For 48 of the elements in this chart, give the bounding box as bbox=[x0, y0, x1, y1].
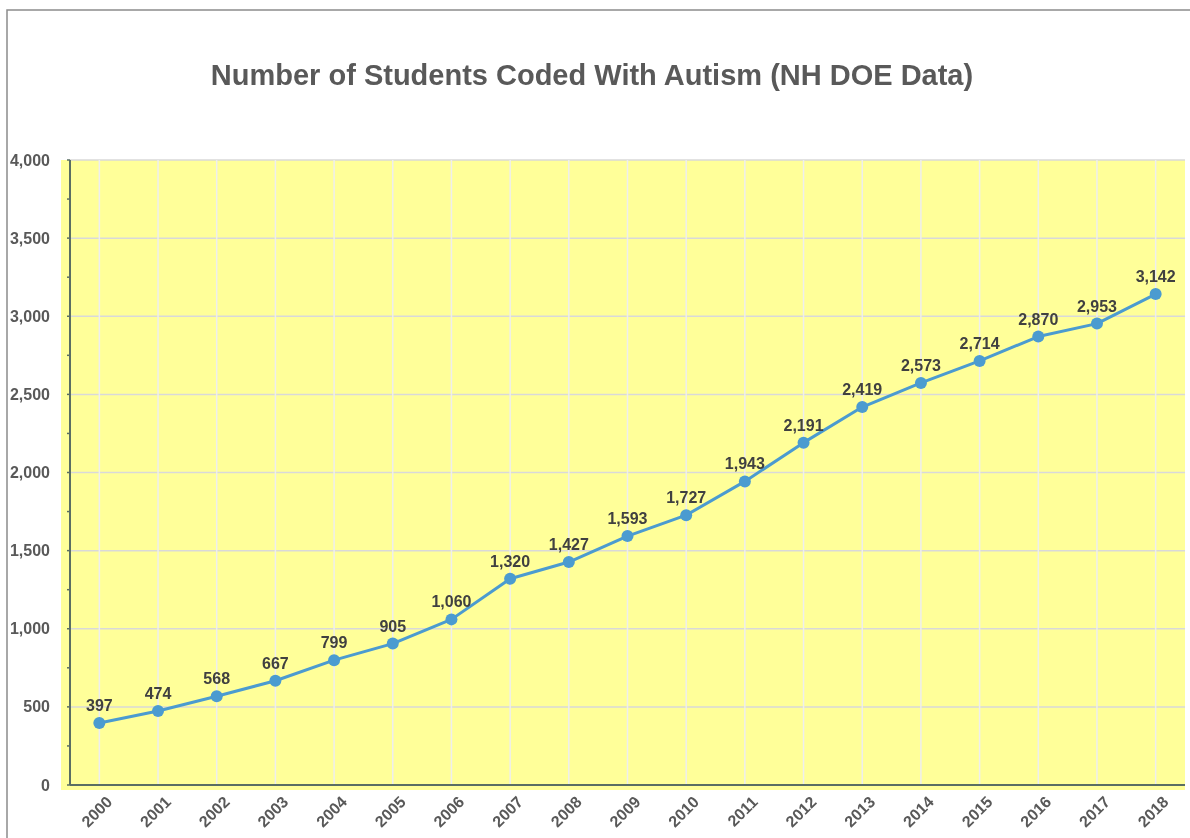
point bbox=[562, 556, 575, 569]
data-label: 397 bbox=[85, 696, 113, 714]
data-label: 1,593 bbox=[607, 510, 648, 528]
data-label: 1,320 bbox=[490, 552, 531, 570]
y-tick-label: 1,000 bbox=[9, 620, 51, 638]
point bbox=[914, 376, 927, 389]
point bbox=[504, 572, 517, 585]
point bbox=[738, 475, 751, 488]
y-tick-label: 0 bbox=[41, 776, 51, 794]
data-label: 2,953 bbox=[1076, 297, 1118, 315]
data-label: 1,727 bbox=[666, 489, 707, 507]
point bbox=[856, 401, 869, 414]
point bbox=[1149, 288, 1162, 301]
point bbox=[152, 704, 165, 717]
y-tick-label: 3,000 bbox=[9, 307, 51, 325]
point bbox=[621, 530, 634, 543]
point bbox=[328, 654, 341, 667]
point bbox=[680, 509, 693, 522]
point bbox=[386, 637, 399, 650]
chart-title: Number of Students Coded With Autism (NH DOE Data) bbox=[210, 59, 974, 91]
data-label: 2,419 bbox=[842, 381, 883, 399]
point bbox=[797, 436, 810, 449]
point bbox=[210, 690, 223, 703]
y-tick-label: 1,500 bbox=[9, 542, 51, 560]
y-tick-label: 4,000 bbox=[9, 151, 51, 169]
point bbox=[93, 716, 106, 729]
y-tick-label: 3,500 bbox=[9, 229, 51, 247]
data-label: 1,943 bbox=[724, 455, 765, 473]
y-tick-label: 2,500 bbox=[9, 385, 51, 403]
point bbox=[973, 354, 986, 367]
y-tick-label: 500 bbox=[23, 698, 51, 716]
data-label: 2,870 bbox=[1018, 310, 1059, 328]
data-label: 568 bbox=[203, 670, 231, 688]
data-label: 2,573 bbox=[900, 356, 942, 374]
data-label: 799 bbox=[320, 634, 348, 652]
point bbox=[445, 613, 458, 626]
data-label: 2,191 bbox=[783, 416, 824, 434]
data-label: 905 bbox=[379, 617, 407, 635]
point bbox=[1090, 317, 1103, 330]
data-label: 3,142 bbox=[1135, 268, 1176, 286]
data-label: 2,714 bbox=[959, 334, 1000, 352]
data-label: 1,427 bbox=[548, 536, 589, 554]
y-tick-label: 2,000 bbox=[9, 464, 51, 482]
point bbox=[1032, 330, 1045, 343]
point bbox=[269, 674, 282, 687]
data-label: 1,060 bbox=[431, 593, 472, 611]
data-label: 667 bbox=[262, 654, 289, 672]
data-label: 474 bbox=[144, 684, 172, 702]
